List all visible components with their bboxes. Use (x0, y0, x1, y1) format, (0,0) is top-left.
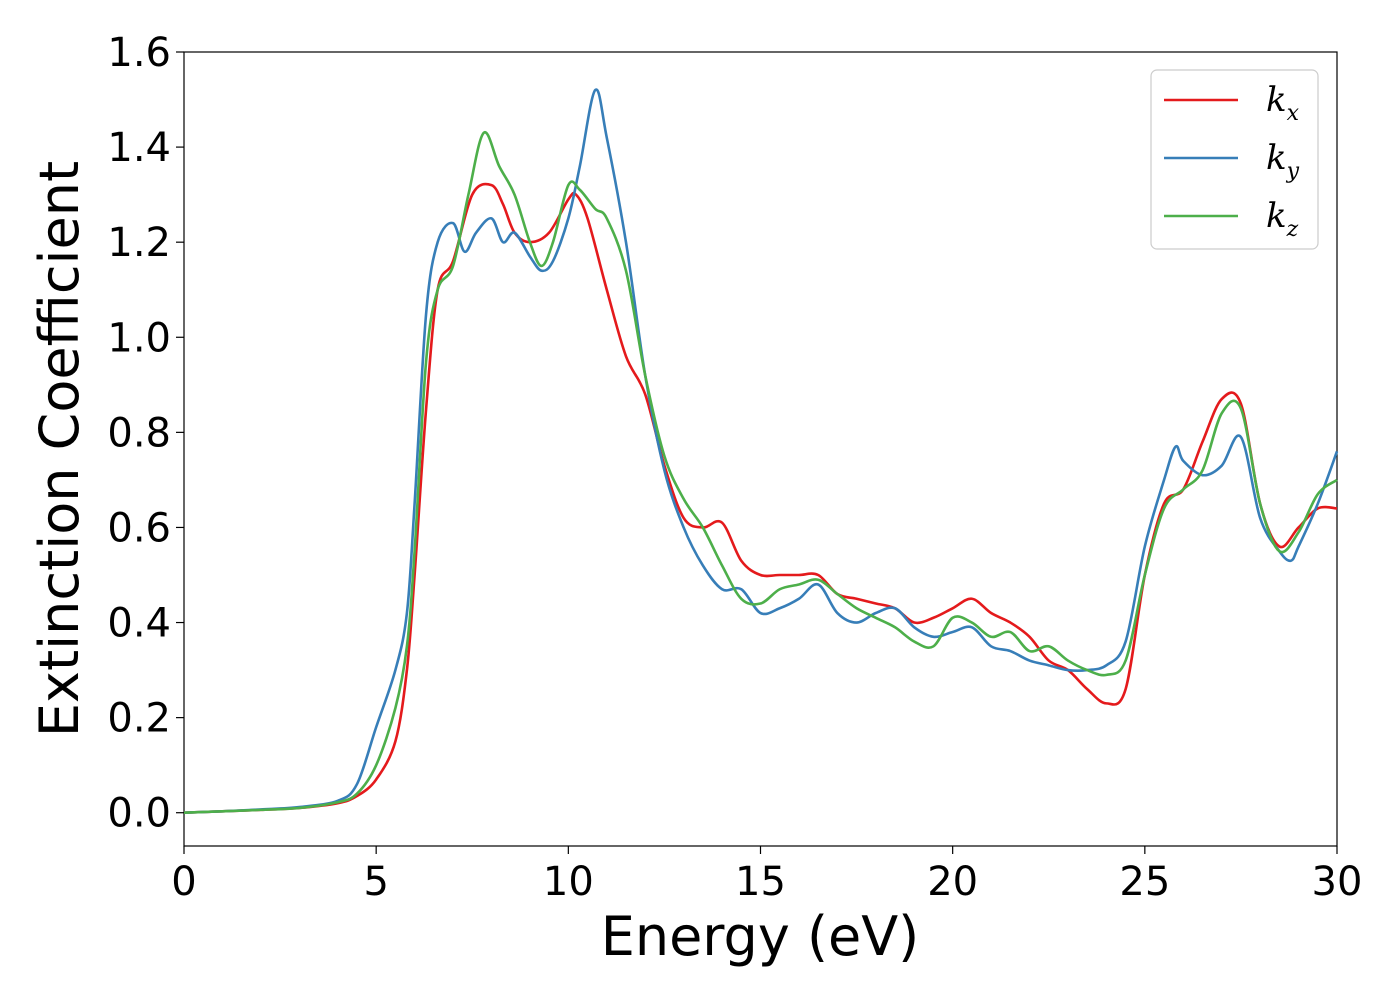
y-tick-label: 0.0 (107, 791, 171, 837)
y-tick-label: 0.4 (107, 601, 171, 647)
y-axis-title: Extinction Coefficient (28, 161, 91, 737)
y-tick-label: 1.4 (107, 125, 171, 171)
series-line-z (183, 131, 1338, 815)
x-tick-label: 0 (171, 859, 196, 905)
series-line-y (183, 88, 1339, 815)
x-tick-label: 20 (927, 859, 978, 905)
x-axis-title: Energy (eV) (601, 905, 920, 968)
x-tick-label: 25 (1119, 859, 1170, 905)
y-tick-label: 1.6 (107, 30, 171, 76)
legend-box (1150, 69, 1319, 250)
series-line-x (183, 182, 1338, 815)
y-tick-label: 0.8 (107, 410, 171, 456)
x-tick-label: 5 (363, 859, 388, 905)
y-tick-label: 1.0 (107, 315, 171, 361)
series-layer (183, 88, 1339, 815)
legend-label-y: ky (1266, 138, 1300, 184)
x-axis: 0 5 10 15 20 25 30 (171, 846, 1362, 905)
y-axis: 0.0 0.2 0.4 0.6 0.8 1.0 1.2 1.4 1.6 (107, 30, 184, 837)
x-tick-label: 15 (735, 859, 786, 905)
legend: kx ky kz (1150, 69, 1319, 250)
x-tick-label: 10 (543, 859, 594, 905)
y-tick-label: 0.6 (107, 505, 171, 551)
legend-label-x: kx (1266, 80, 1300, 126)
legend-label-z: kz (1266, 196, 1299, 242)
y-tick-label: 0.2 (107, 696, 171, 742)
x-tick-label: 30 (1312, 859, 1363, 905)
y-tick-label: 1.2 (107, 220, 171, 266)
